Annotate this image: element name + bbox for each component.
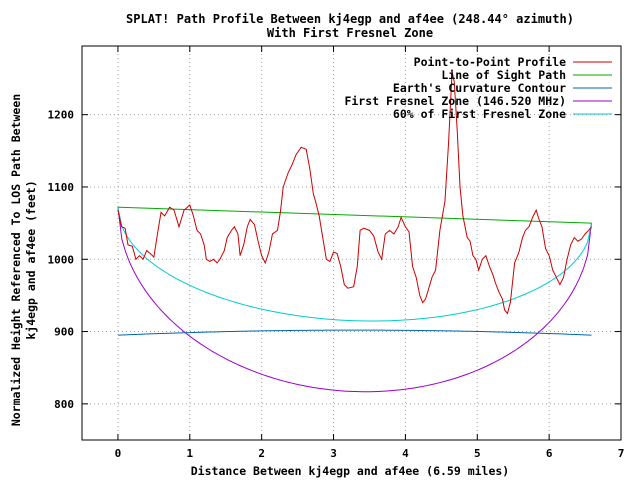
y-tick-label: 1000 xyxy=(48,253,75,266)
series-line-earth-s-curvature-contour xyxy=(117,329,592,336)
legend-label-point-to-point-profile: Point-to-Point Profile xyxy=(414,55,566,69)
chart-title-line1: SPLAT! Path Profile Between kj4egp and a… xyxy=(126,12,574,26)
y-axis-label-line1: Normalized Height Referenced To LOS Path… xyxy=(9,94,23,426)
y-tick-label: 900 xyxy=(54,326,74,339)
y-tick-label: 1200 xyxy=(48,109,75,122)
x-tick-label: 5 xyxy=(474,447,481,460)
legend-label-first-fresnel-zone-146-520-mhz: First Fresnel Zone (146.520 MHz) xyxy=(344,94,566,108)
y-axis-ticks: 800 900 1000 1100 1200 xyxy=(48,109,621,411)
y-tick-label: 800 xyxy=(54,398,74,411)
x-tick-label: 2 xyxy=(258,447,265,460)
y-axis-label-line2: kj4egp and af4ee (feet) xyxy=(24,180,38,339)
series-line-first-fresnel-zone-146-520-mhz xyxy=(117,207,593,393)
x-tick-label: 6 xyxy=(546,447,553,460)
legend-label-earth-s-curvature-contour: Earth's Curvature Contour xyxy=(393,81,566,95)
legend-label-60-of-first-fresnel-zone: 60% of First Fresnel Zone xyxy=(393,107,566,121)
series-layer xyxy=(117,71,593,393)
x-tick-label: 4 xyxy=(402,447,409,460)
plot-frame xyxy=(81,45,622,441)
x-tick-label: 3 xyxy=(330,447,337,460)
x-axis-ticks: 0 1 2 3 4 5 6 7 xyxy=(115,46,625,460)
series-line-60-of-first-fresnel-zone xyxy=(117,207,593,322)
series-line-line-of-sight-path xyxy=(117,206,592,224)
y-tick-label: 1100 xyxy=(48,181,75,194)
grid-lines xyxy=(82,46,621,440)
chart-title-line2: With First Fresnel Zone xyxy=(267,26,433,40)
x-tick-label: 1 xyxy=(186,447,193,460)
x-axis-label: Distance Between kj4egp and af4ee (6.59 … xyxy=(191,464,510,478)
series-line-point-to-point-profile xyxy=(117,71,592,315)
x-tick-label: 7 xyxy=(618,447,625,460)
legend-label-line-of-sight-path: Line of Sight Path xyxy=(441,68,566,82)
x-tick-label: 0 xyxy=(115,447,122,460)
